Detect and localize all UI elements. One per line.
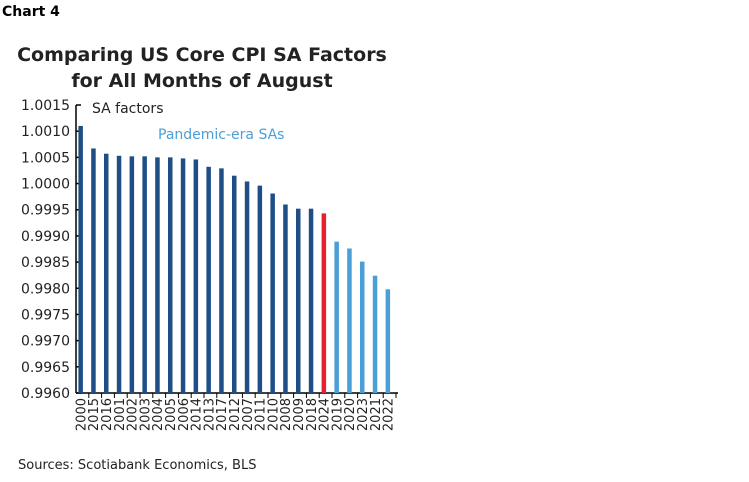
chart-title-line-1: Comparing US Core CPI SA Factors (17, 44, 387, 66)
bar-2001 (116, 155, 122, 393)
y-tick-label: 0.9975 (21, 307, 70, 323)
x-tick-label: 2010 (266, 398, 281, 431)
y-tick-label: 1.0000 (21, 177, 70, 193)
bar-2009 (296, 208, 301, 393)
x-tick-label: 2011 (254, 398, 269, 431)
x-tick-label: 2000 (74, 398, 89, 431)
x-tick-label: 2009 (292, 398, 307, 431)
bar-2023 (360, 261, 365, 393)
y-tick-label: 0.9965 (21, 360, 70, 376)
y-tick-label: 0.9960 (21, 386, 70, 402)
chart-title: Comparing US Core CPI SA Factors for All… (0, 42, 404, 94)
x-tick-label: 2015 (87, 398, 102, 431)
bar-2015 (91, 148, 96, 393)
x-tick-label: 2002 (126, 398, 141, 431)
x-tick-label: 2023 (356, 398, 371, 431)
y-tick-label: 0.9970 (21, 334, 70, 350)
chart-label: Chart 4 (2, 4, 60, 20)
bar-2013 (206, 166, 211, 393)
bar-2021 (372, 275, 378, 393)
x-tick-label: 2012 (228, 398, 243, 431)
chart-title-line-2: for All Months of August (71, 70, 333, 92)
pandemic-annotation: Pandemic-era SAs (158, 127, 284, 143)
y-axis-label: SA factors (92, 101, 163, 117)
y-tick-label: 1.0005 (21, 150, 70, 166)
bar-2018 (308, 208, 314, 393)
bar-2020 (347, 248, 352, 393)
bar-2012 (232, 175, 237, 393)
bar-2022 (385, 289, 391, 393)
y-tick-label: 1.0010 (21, 124, 70, 140)
x-tick-label: 2007 (241, 398, 256, 431)
y-tick-label: 1.0015 (21, 98, 70, 114)
x-tick-label: 2021 (369, 398, 384, 431)
x-tick-label: 2024 (318, 398, 333, 431)
bar-2024 (321, 213, 327, 393)
bar-2016 (104, 153, 109, 393)
bar-2005 (168, 157, 173, 393)
bar-2010 (270, 193, 275, 393)
bar-2008 (283, 204, 288, 393)
x-tick-label: 2017 (215, 398, 230, 431)
x-tick-label: 2022 (382, 398, 397, 431)
bar-2000 (78, 125, 83, 393)
x-tick-label: 2013 (202, 398, 217, 431)
source-note: Sources: Scotiabank Economics, BLS (18, 458, 257, 473)
x-tick-label: 2005 (164, 398, 179, 431)
x-tick-label: 2006 (177, 398, 192, 431)
x-tick-label: 2001 (113, 398, 128, 431)
bar-2011 (257, 185, 263, 393)
bar-2003 (142, 156, 147, 393)
x-tick-label: 2014 (190, 398, 205, 431)
x-tick-label: 2018 (305, 398, 320, 431)
x-tick-label: 2019 (330, 398, 345, 431)
bar-2017 (219, 168, 224, 393)
x-tick-label: 2008 (279, 398, 294, 431)
bar-2014 (193, 159, 199, 393)
x-tick-label: 2020 (343, 398, 358, 431)
x-tick-label: 2016 (100, 398, 115, 431)
bar-2007 (244, 181, 250, 393)
y-tick-label: 0.9985 (21, 255, 70, 271)
bar-2019 (334, 241, 339, 393)
x-tick-label: 2004 (151, 398, 166, 431)
bar-2002 (129, 156, 135, 393)
y-tick-label: 0.9990 (21, 229, 70, 245)
bar-2006 (180, 158, 186, 393)
y-tick-label: 0.9995 (21, 203, 70, 219)
bar-2004 (155, 157, 160, 393)
x-tick-label: 2003 (138, 398, 153, 431)
y-tick-label: 0.9980 (21, 281, 70, 297)
